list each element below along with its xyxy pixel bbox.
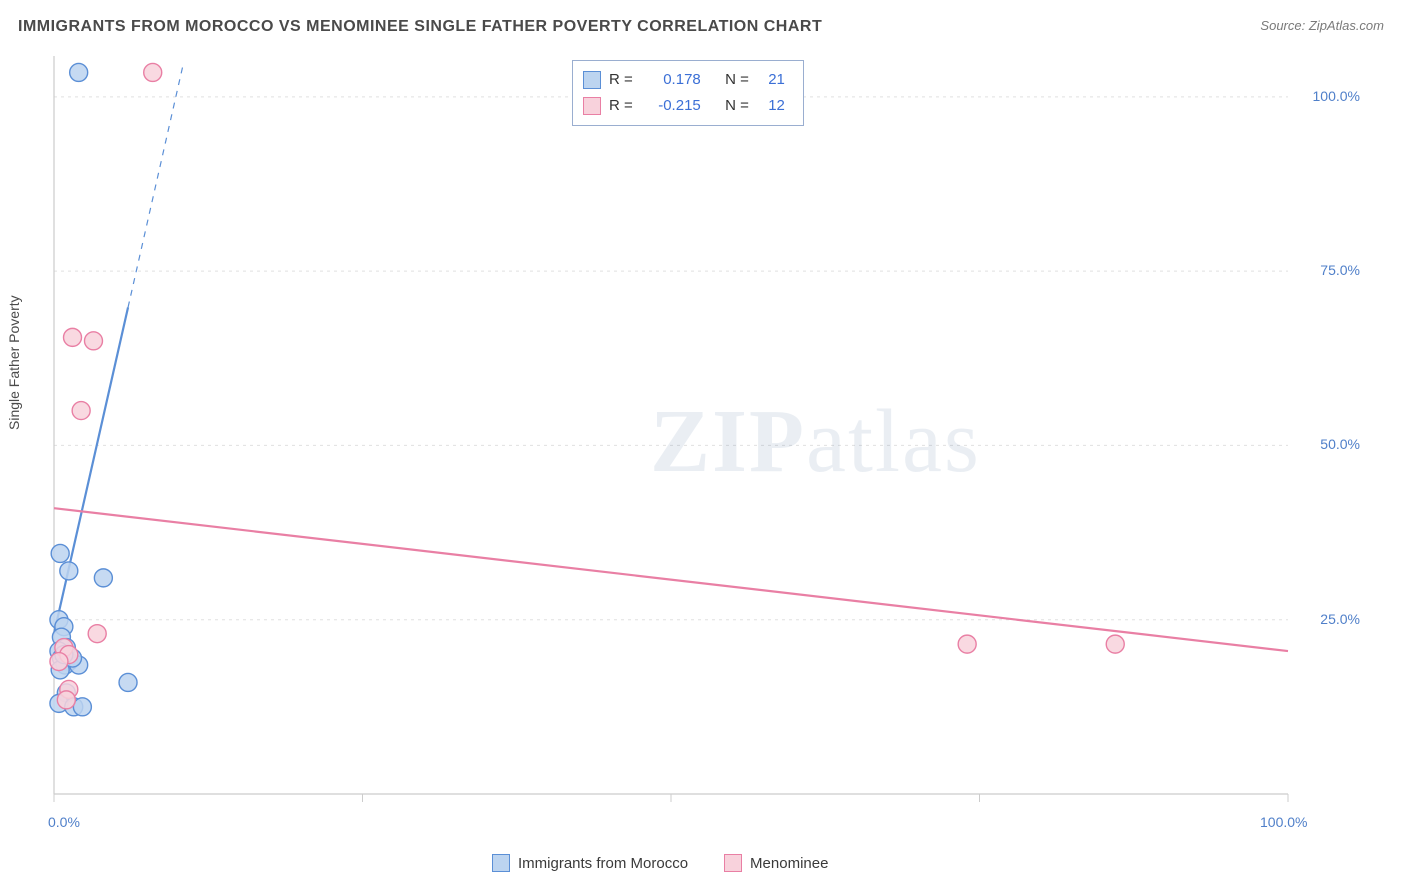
r-label: R = — [609, 93, 633, 119]
n-label: N = — [725, 67, 749, 93]
y-tick-label: 75.0% — [1320, 262, 1360, 278]
y-axis-label: Single Father Poverty — [6, 295, 22, 430]
n-value-series-1: 21 — [757, 67, 785, 93]
n-label: N = — [725, 93, 749, 119]
x-tick-label: 0.0% — [48, 814, 80, 830]
legend-row-series-2: R = -0.215 N = 12 — [583, 93, 785, 119]
y-tick-label: 100.0% — [1313, 88, 1360, 104]
source-label: Source: — [1260, 18, 1305, 33]
r-value-series-2: -0.215 — [641, 93, 701, 119]
legend-swatch-series-2 — [583, 97, 601, 115]
chart-plot-area: 25.0%50.0%75.0%100.0%0.0%100.0% — [48, 52, 1298, 824]
scatter-chart-svg — [48, 52, 1298, 824]
legend-swatch-series-2 — [724, 854, 742, 872]
legend-swatch-series-1 — [492, 854, 510, 872]
legend-label-series-2: Menominee — [750, 855, 828, 872]
legend-item-series-1: Immigrants from Morocco — [492, 854, 688, 872]
correlation-legend: R = 0.178 N = 21 R = -0.215 N = 12 — [572, 60, 804, 126]
r-value-series-1: 0.178 — [641, 67, 701, 93]
n-value-series-2: 12 — [757, 93, 785, 119]
y-tick-label: 50.0% — [1320, 436, 1360, 452]
legend-label-series-1: Immigrants from Morocco — [518, 855, 688, 872]
chart-title: IMMIGRANTS FROM MOROCCO VS MENOMINEE SIN… — [18, 18, 822, 36]
r-label: R = — [609, 67, 633, 93]
source-value: ZipAtlas.com — [1309, 18, 1384, 33]
source-attribution: Source: ZipAtlas.com — [1260, 18, 1384, 33]
series-legend: Immigrants from Morocco Menominee — [492, 854, 828, 872]
x-tick-label: 100.0% — [1260, 814, 1307, 830]
legend-row-series-1: R = 0.178 N = 21 — [583, 67, 785, 93]
legend-item-series-2: Menominee — [724, 854, 828, 872]
y-tick-label: 25.0% — [1320, 611, 1360, 627]
legend-swatch-series-1 — [583, 71, 601, 89]
